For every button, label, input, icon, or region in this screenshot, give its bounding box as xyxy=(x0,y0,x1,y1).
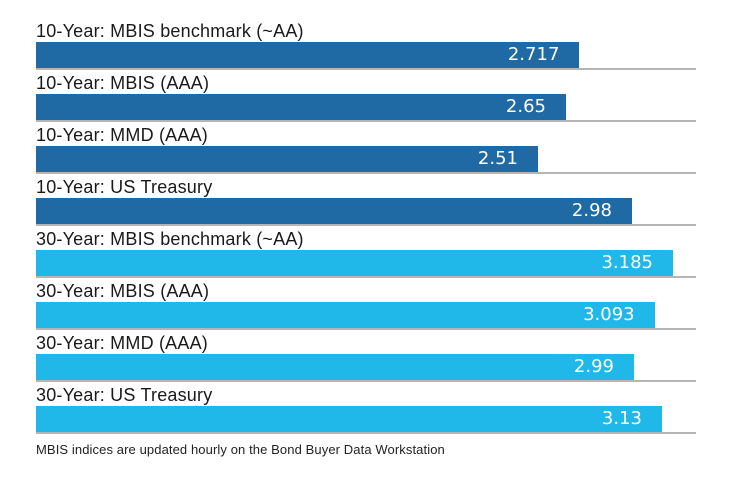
value-bar: 2.51 xyxy=(36,146,538,172)
bar-value-label: 2.717 xyxy=(507,44,560,65)
value-bar: 3.185 xyxy=(36,250,673,276)
bar-value-label: 3.185 xyxy=(601,252,653,273)
bar-track: 2.51 xyxy=(36,146,696,174)
chart-row: 10-Year: MBIS (AAA) 2.65 xyxy=(36,73,740,122)
bar-value-label: 2.99 xyxy=(573,356,614,377)
chart-row: 30-Year: US Treasury 3.13 xyxy=(36,385,740,434)
bar-value-label: 2.65 xyxy=(505,96,546,117)
bond-yield-bar-chart: 10-Year: MBIS benchmark (~AA) 2.717 10-Y… xyxy=(36,21,740,457)
category-label: 30-Year: MMD (AAA) xyxy=(36,333,208,353)
category-label: 10-Year: US Treasury xyxy=(36,177,213,197)
category-label: 10-Year: MMD (AAA) xyxy=(36,125,208,145)
chart-footnote: MBIS indices are updated hourly on the B… xyxy=(36,442,445,457)
chart-row: 10-Year: US Treasury 2.98 xyxy=(36,177,740,226)
value-bar: 2.98 xyxy=(36,198,632,224)
chart-row: 10-Year: MBIS benchmark (~AA) 2.717 xyxy=(36,21,740,70)
value-bar: 2.99 xyxy=(36,354,634,380)
category-label: 10-Year: MBIS benchmark (~AA) xyxy=(36,21,304,41)
chart-row: 30-Year: MBIS benchmark (~AA) 3.185 xyxy=(36,229,740,278)
bar-track: 2.99 xyxy=(36,354,696,382)
bar-track: 2.717 xyxy=(36,42,696,70)
category-label: 10-Year: MBIS (AAA) xyxy=(36,73,210,93)
bar-value-label: 2.51 xyxy=(477,148,518,169)
category-label: 30-Year: MBIS (AAA) xyxy=(36,281,210,301)
chart-row: 30-Year: MMD (AAA) 2.99 xyxy=(36,333,740,382)
category-label: 30-Year: MBIS benchmark (~AA) xyxy=(36,229,304,249)
value-bar: 2.65 xyxy=(36,94,566,120)
value-bar: 2.717 xyxy=(36,42,580,68)
bar-track: 2.98 xyxy=(36,198,696,226)
bar-value-label: 3.093 xyxy=(583,304,635,325)
chart-row: 30-Year: MBIS (AAA) 3.093 xyxy=(36,281,740,330)
category-label: 30-Year: US Treasury xyxy=(36,385,213,405)
value-bar: 3.093 xyxy=(36,302,655,328)
bar-value-label: 3.13 xyxy=(601,408,642,429)
bar-track: 3.185 xyxy=(36,250,696,278)
value-bar: 3.13 xyxy=(36,406,662,432)
chart-row: 10-Year: MMD (AAA) 2.51 xyxy=(36,125,740,174)
bar-track: 3.093 xyxy=(36,302,696,330)
bar-track: 3.13 xyxy=(36,406,696,434)
bar-value-label: 2.98 xyxy=(571,200,612,221)
bar-track: 2.65 xyxy=(36,94,696,122)
